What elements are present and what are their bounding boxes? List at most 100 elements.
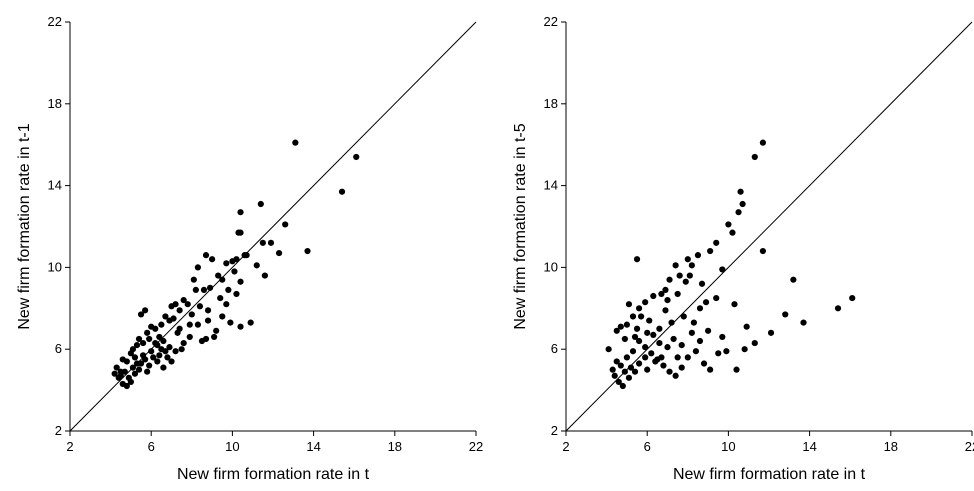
x-axis-label: New firm formation rate in t [673,466,866,483]
data-point [213,327,220,334]
data-point [192,286,199,293]
data-point [127,350,134,357]
data-point [127,378,134,386]
data-point [231,268,238,275]
data-point [666,368,673,375]
data-point [782,311,789,318]
data-point [705,327,712,334]
data-point [237,323,244,330]
data-point [759,139,767,146]
data-point [180,339,187,347]
data-point [223,260,230,267]
data-point [688,262,695,269]
data-point [135,335,143,343]
data-point [702,299,710,306]
data-point [623,354,631,361]
data-point [275,249,283,257]
data-point [198,337,206,345]
data-point [635,360,643,367]
data-point [713,294,720,302]
x-tick-label: 14 [306,439,320,454]
data-point [259,239,266,246]
data-point [247,319,254,326]
data-point [849,294,856,302]
data-point [204,307,212,314]
data-point [660,362,667,369]
data-point [160,364,167,371]
y-tick-label: 14 [544,178,558,193]
data-point [733,366,740,373]
data-point [186,321,193,328]
data-point [338,188,346,195]
data-point [188,311,195,318]
y-axis-label: New firm formation rate in t-1 [16,123,33,329]
data-point [243,252,250,259]
data-point [119,356,126,363]
data-point [211,333,218,341]
data-point [178,346,185,353]
data-point [674,290,681,298]
x-tick-label: 22 [965,439,974,454]
data-point [237,278,244,285]
data-point [707,247,714,255]
data-point [156,333,163,341]
data-point [117,372,124,379]
data-point [719,333,726,341]
data-point [176,325,183,332]
data-point [725,221,732,228]
data-point [261,272,268,279]
data-point [146,335,153,343]
data-point [146,362,153,369]
data-point [229,258,236,265]
data-point [648,350,655,357]
reference-line-45deg [565,21,973,432]
data-point [613,358,620,365]
data-point [731,301,738,308]
data-point [204,317,212,324]
data-point [194,264,201,271]
data-point [235,229,242,236]
data-point [696,305,704,312]
data-point [621,368,628,375]
data-point [729,229,736,236]
data-point [698,280,706,287]
data-point [684,256,691,263]
data-point [656,339,663,347]
data-point [186,333,193,341]
data-point [131,354,139,361]
data-point [257,200,264,208]
data-point [133,342,141,349]
data-point [162,313,169,320]
y-tick-label: 18 [48,96,62,111]
data-point [719,266,726,273]
data-point [633,256,641,263]
data-point [156,352,163,359]
data-point [158,321,165,328]
data-point [631,368,639,375]
x-tick-label: 14 [802,439,816,454]
data-point [139,352,147,359]
data-point [670,335,677,343]
data-point [623,321,631,328]
x-tick-label: 10 [225,439,239,454]
data-point [227,319,234,326]
data-point [743,323,750,330]
data-point [304,247,311,255]
y-tick-label: 2 [551,423,558,438]
data-point [694,252,702,259]
y-tick-label: 10 [544,259,558,274]
data-point [180,297,187,304]
y-tick-label: 6 [55,341,62,356]
data-point [619,382,626,390]
data-point [650,292,657,300]
data-point [668,319,675,326]
data-point [652,358,659,365]
data-point [194,321,201,328]
data-point [164,354,171,361]
data-point [617,323,624,330]
data-point [154,342,161,349]
data-point [751,339,758,347]
data-point [751,153,758,161]
data-point [237,209,244,216]
